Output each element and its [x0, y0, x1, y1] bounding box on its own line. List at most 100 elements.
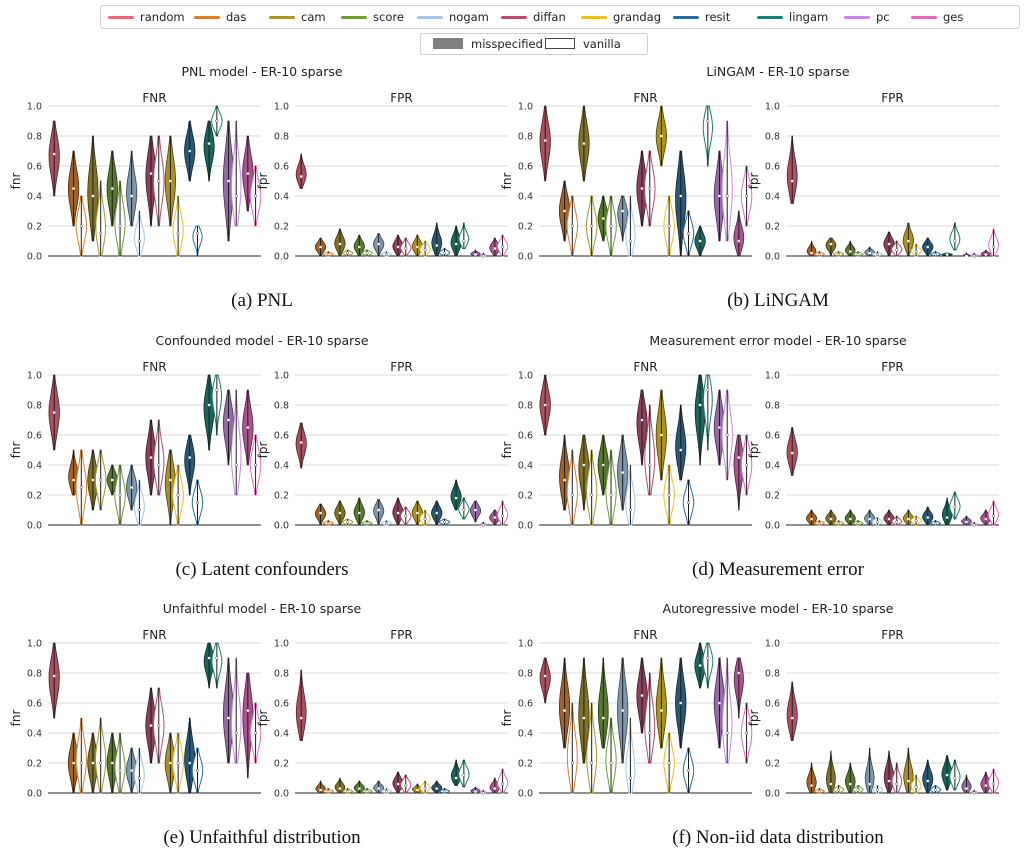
subplot-title: FPR — [881, 360, 903, 374]
violin-median — [454, 776, 458, 780]
violin-median — [609, 761, 613, 765]
violin-median — [234, 194, 238, 198]
violin-median — [933, 252, 937, 256]
violin-median — [907, 517, 910, 521]
violin-median — [667, 761, 671, 765]
subplot-fpr: 0.0 0.2 0.4 0.6 0.8 1.0 FPR fpr — [256, 360, 509, 532]
violin-median — [501, 514, 505, 518]
violin-median — [130, 486, 133, 489]
panel-caption: (a) PNL — [231, 290, 293, 311]
violin-median — [648, 186, 652, 190]
violin-median — [188, 456, 192, 459]
subplot-title: FNR — [633, 628, 657, 642]
violin-median — [442, 251, 446, 255]
violin-median — [299, 716, 303, 720]
violin-median — [621, 209, 624, 213]
violin-median — [590, 761, 594, 765]
tick-label: 0.4 — [27, 461, 42, 472]
tick-label: 0.4 — [518, 192, 533, 203]
violin-median — [404, 784, 408, 788]
violin-median — [493, 247, 497, 250]
violin-median — [965, 520, 968, 524]
violin-median — [79, 224, 83, 228]
violin-median — [423, 787, 427, 791]
tick-label: 0.4 — [518, 461, 533, 472]
legend-label: random — [140, 10, 185, 24]
panel-title: Autoregressive model - ER-10 sparse — [663, 601, 894, 616]
violin-median — [972, 791, 976, 795]
violin-median — [365, 790, 369, 794]
violin-median — [856, 522, 860, 526]
violin-median — [895, 782, 899, 786]
violin-median — [365, 251, 369, 255]
violin-median — [667, 493, 671, 497]
violin-median — [246, 709, 250, 712]
subplot-title: FNR — [142, 91, 166, 105]
legend-swatch — [844, 16, 870, 19]
violin-median — [718, 426, 721, 429]
tick-label: 0.6 — [518, 699, 533, 710]
violin-median — [157, 724, 161, 728]
tick-label: 0.0 — [27, 252, 42, 263]
violin-median — [570, 761, 574, 765]
violin-median — [848, 250, 852, 253]
violin-median — [118, 224, 122, 228]
violin-median — [207, 142, 211, 145]
methods-legend: random das cam score nogam diffan grandag resit… — [100, 5, 1020, 29]
legend-label: ges — [943, 10, 964, 24]
violin-median — [570, 493, 574, 497]
violin-median — [149, 172, 153, 175]
violin-median — [404, 514, 408, 518]
violin-median — [130, 194, 133, 198]
subplot-title: FPR — [390, 628, 412, 642]
violin-median — [396, 782, 400, 786]
tick-label: 1.0 — [27, 639, 42, 650]
violin-median — [481, 791, 485, 795]
violin-median — [423, 248, 427, 252]
violin-median — [416, 788, 419, 792]
legend-label: nogam — [449, 10, 489, 24]
violin-median — [319, 788, 322, 792]
subplot-fpr: 0.0 0.2 0.4 0.6 0.8 1.0 FPR fpr — [747, 91, 999, 263]
violin-median — [481, 523, 485, 527]
violin-median — [856, 788, 860, 792]
violin-median — [745, 731, 749, 735]
legend-swatch — [545, 38, 575, 49]
subplot-fnr: 0.0 0.2 0.4 0.6 0.8 1.0 FNR fnr — [9, 628, 262, 800]
legend-label: misspecified — [471, 37, 543, 51]
panel-caption: (f) Non-iid data distribution — [672, 827, 884, 848]
violin-median — [474, 508, 477, 512]
y-axis-label: fpr — [256, 173, 270, 190]
violin-median — [149, 456, 153, 459]
violin-median — [563, 478, 566, 482]
violin-median — [501, 782, 505, 786]
violin-median — [110, 187, 114, 190]
legend-label: cam — [301, 10, 326, 24]
violin-median — [887, 779, 891, 783]
tick-label: 0.8 — [518, 132, 533, 143]
violin-median — [914, 249, 918, 253]
violin-median — [848, 517, 852, 521]
violin-median — [91, 761, 95, 765]
violin-median — [227, 716, 230, 720]
tick-label: 0.2 — [765, 222, 780, 233]
violin-median — [474, 790, 477, 793]
violin-median — [435, 787, 439, 790]
violin-median — [357, 511, 361, 515]
violin-median — [72, 187, 75, 190]
violin-median — [965, 787, 968, 790]
subplot-title: FNR — [142, 628, 166, 642]
violin-median — [319, 245, 322, 249]
tick-label: 1.0 — [518, 371, 533, 382]
tick-label: 1.0 — [518, 102, 533, 113]
legend-swatch — [108, 16, 134, 19]
tick-label: 0.6 — [518, 431, 533, 442]
chart-panel: Unfaithful model - ER-10 sparse (e) Unfai… — [9, 601, 509, 848]
tick-label: 0.0 — [27, 789, 42, 800]
violin-median — [215, 388, 219, 392]
violin-median — [686, 231, 690, 235]
violin-median — [188, 761, 192, 765]
y-axis-label: fpr — [256, 442, 270, 459]
y-axis-label: fnr — [500, 173, 514, 190]
violin-median — [837, 252, 841, 256]
